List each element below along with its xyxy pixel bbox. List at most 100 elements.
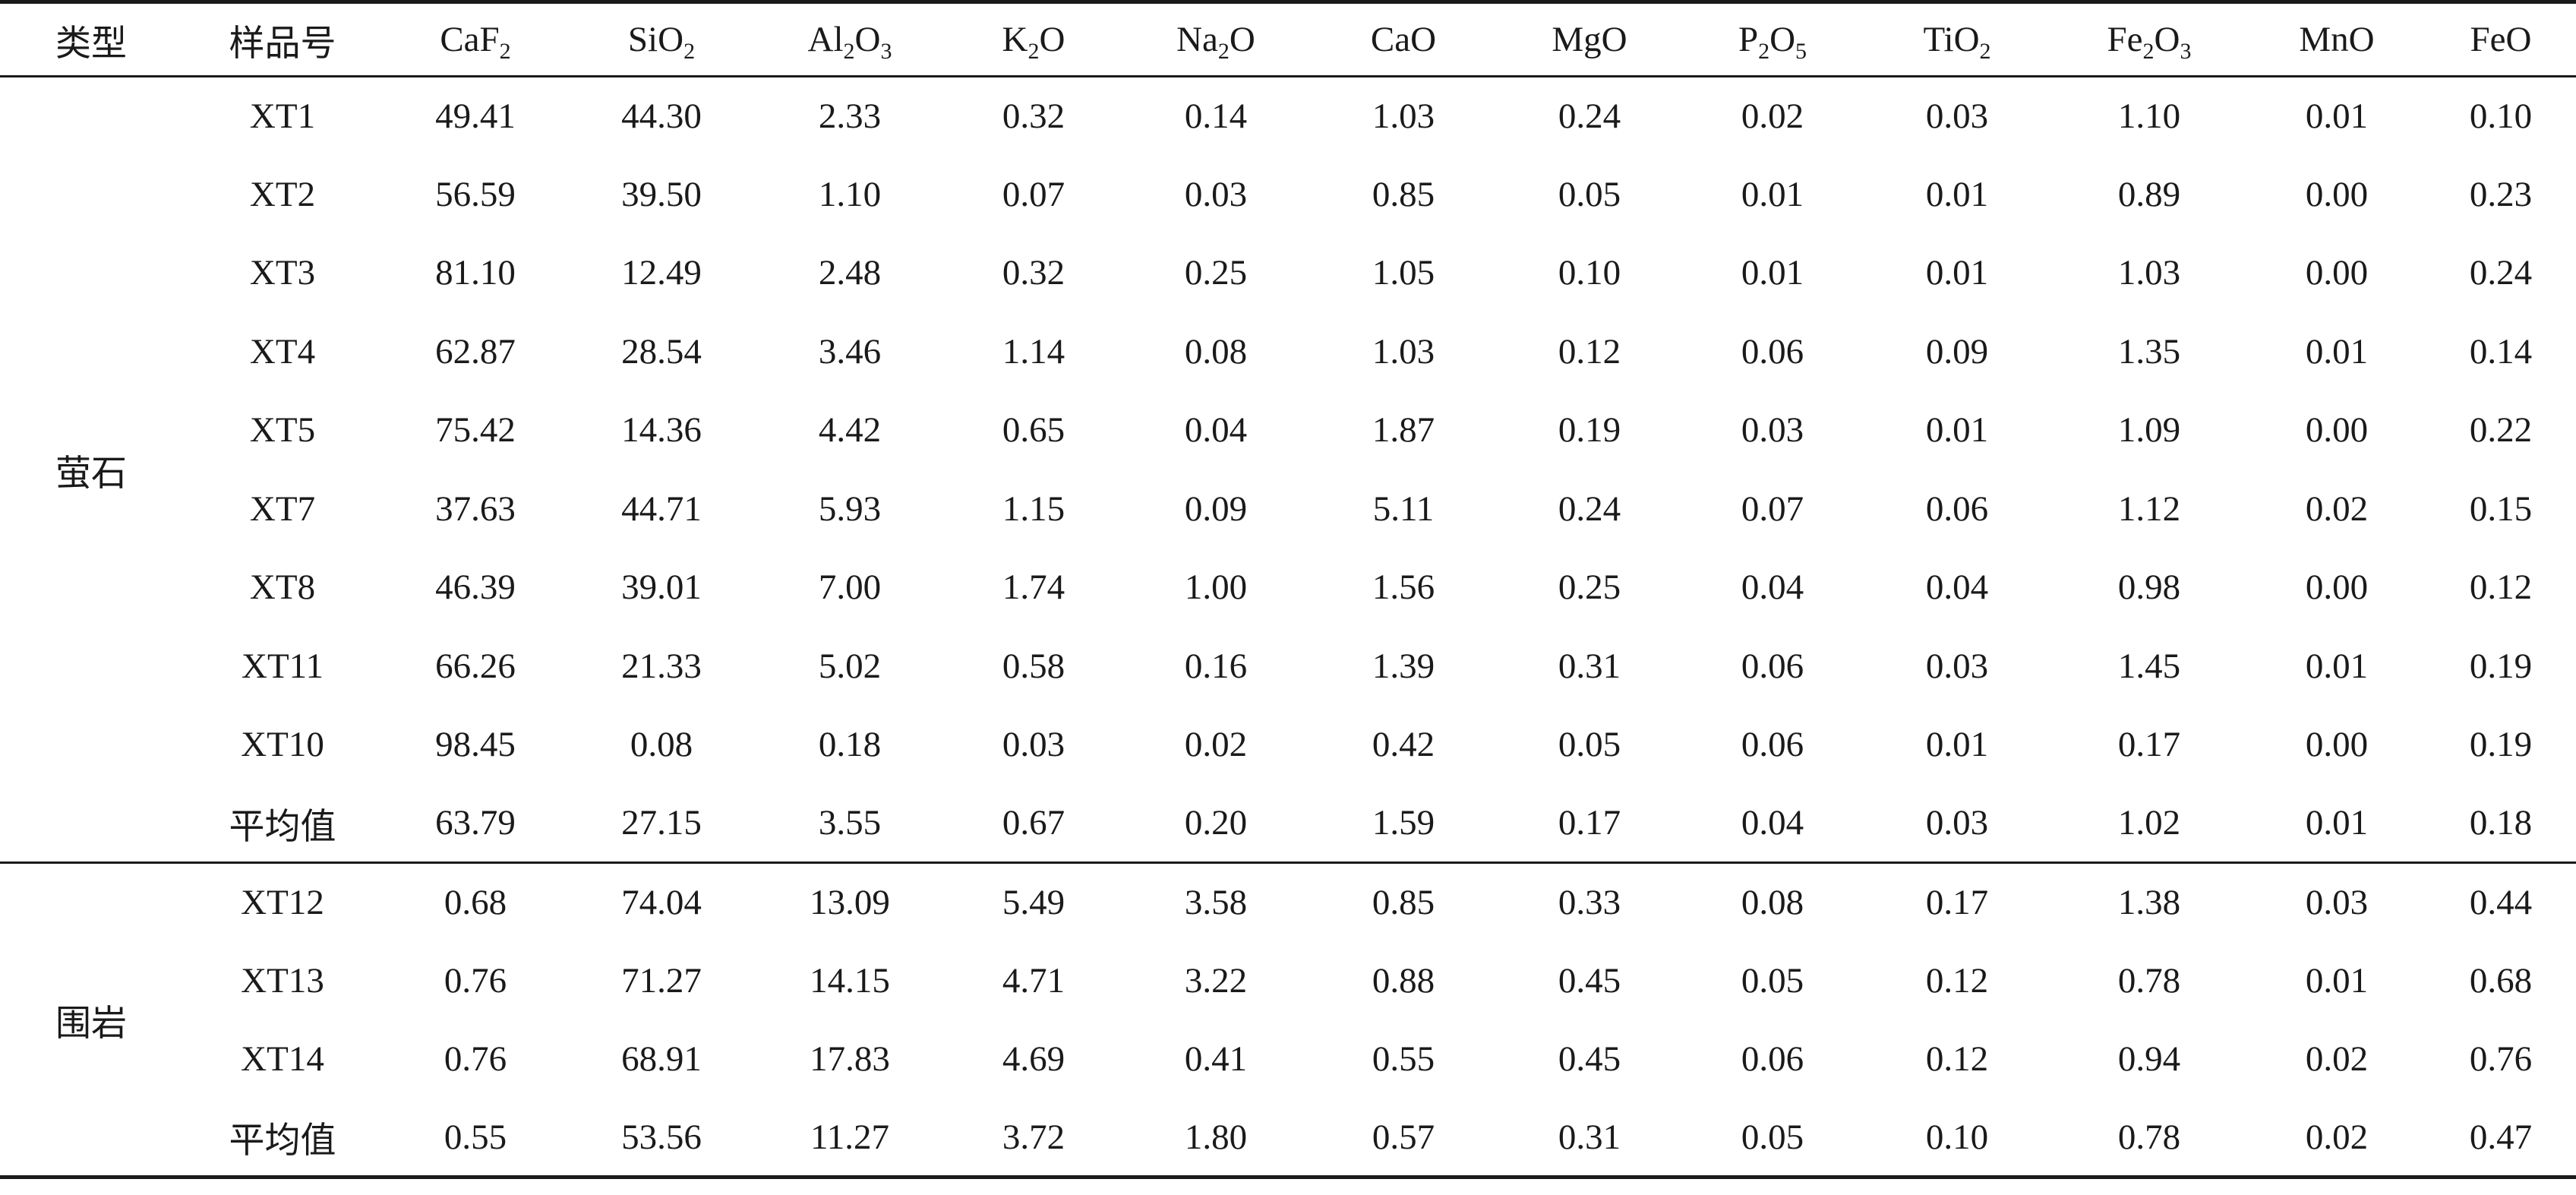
value-cell: 39.01: [621, 567, 702, 608]
value-cell: 75.42: [435, 410, 516, 450]
value-cell: 0.55: [1372, 1039, 1435, 1080]
value-cell: 0.78: [2050, 1099, 2248, 1179]
value-cell: 81.10: [435, 253, 516, 293]
value-cell: 7.00: [818, 567, 882, 608]
sample-cell: 平均值: [182, 784, 383, 864]
value-cell: 5.02: [818, 646, 882, 686]
oxide-subscript: 2: [1979, 39, 1991, 64]
header-oxide: Fe2O3: [2050, 0, 2248, 77]
value-cell: 0.42: [1372, 725, 1435, 765]
value-cell: 0.76: [444, 1039, 507, 1080]
value-cell: 0.14: [1184, 96, 1248, 136]
value-cell: 0.09: [1184, 488, 1248, 529]
oxide-subscript: 2: [1758, 39, 1770, 64]
value-cell: 28.54: [621, 331, 702, 371]
header-oxide: P2O5: [1681, 0, 1864, 77]
oxide-tail: O: [854, 20, 881, 59]
value-cell: 0.05: [1741, 960, 1804, 1001]
value-cell: 0.03: [1925, 96, 1989, 136]
value-cell: 0.88: [1372, 960, 1435, 1001]
value-cell: 0.65: [1002, 410, 1065, 450]
header-oxide: TiO2: [1864, 0, 2050, 77]
oxide-subscript: 2: [499, 39, 511, 64]
header-oxide: CaF2: [383, 0, 568, 77]
value-cell: 0.04: [1925, 567, 1989, 608]
value-cell: 0.55: [383, 1099, 568, 1179]
sample-cell: XT8: [249, 567, 316, 608]
value-cell: 3.55: [755, 784, 945, 864]
value-cell: 0.05: [1681, 1099, 1864, 1179]
value-cell: 0.23: [2469, 174, 2533, 214]
sample-cell: 平均值: [182, 1099, 383, 1179]
table-row: XT13 0.76 71.27 14.15 4.71 3.22 0.88 0.45 0.05 0.…: [0, 941, 2576, 1020]
header-sample: 样品号: [182, 0, 383, 77]
value-cell: 0.25: [1184, 253, 1248, 293]
value-cell: 14.36: [621, 410, 702, 450]
value-cell: 1.03: [1372, 331, 1435, 371]
value-cell: 0.22: [2469, 410, 2533, 450]
value-cell: 0.06: [1741, 1039, 1804, 1080]
table-row: XT11 66.26 21.33 5.02 0.58 0.16 1.39 0.31 0.06 0.…: [0, 627, 2576, 706]
value-cell: 14.15: [810, 960, 890, 1001]
value-cell: 0.58: [1002, 646, 1065, 686]
value-cell: 0.68: [2469, 960, 2533, 1001]
value-cell: 0.33: [1558, 883, 1621, 922]
value-cell: 0.03: [1925, 646, 1989, 686]
oxide-base: MgO: [1552, 20, 1627, 59]
value-cell: 0.94: [2117, 1039, 2181, 1080]
value-cell: 0.00: [2305, 253, 2369, 293]
value-cell: 0.24: [1558, 96, 1621, 136]
table-row: XT5 75.42 14.36 4.42 0.65 0.04 1.87 0.19 0.03 0.0…: [0, 391, 2576, 470]
sample-cell: XT4: [249, 331, 316, 371]
value-cell: 0.08: [1741, 883, 1804, 922]
value-cell: 0.17: [1925, 883, 1989, 922]
value-cell: 0.00: [2305, 174, 2369, 214]
value-cell: 0.02: [2305, 488, 2369, 529]
table-row: XT7 37.63 44.71 5.93 1.15 0.09 5.11 0.24 0.07 0.0…: [0, 469, 2576, 548]
value-cell: 0.24: [2469, 253, 2533, 293]
value-cell: 3.72: [945, 1099, 1122, 1179]
sample-cell: XT7: [249, 488, 316, 529]
value-cell: 98.45: [435, 725, 516, 765]
value-cell: 0.17: [2117, 725, 2181, 765]
value-cell: 0.32: [1002, 96, 1065, 136]
value-cell: 11.27: [755, 1099, 945, 1179]
value-cell: 2.48: [818, 253, 882, 293]
value-cell: 44.30: [621, 96, 702, 136]
value-cell: 0.89: [2117, 174, 2181, 214]
value-cell: 1.09: [2117, 410, 2181, 450]
value-cell: 0.00: [2305, 567, 2369, 608]
oxide-base: Al: [807, 20, 844, 59]
value-cell: 1.39: [1372, 646, 1435, 686]
value-cell: 49.41: [435, 96, 516, 136]
value-cell: 3.58: [1184, 883, 1248, 922]
value-cell: 39.50: [621, 174, 702, 214]
value-cell: 1.38: [2117, 883, 2181, 922]
value-cell: 0.19: [2469, 725, 2533, 765]
value-cell: 0.85: [1372, 883, 1435, 922]
value-cell: 4.69: [1002, 1039, 1065, 1080]
sample-cell: XT5: [249, 410, 316, 450]
value-cell: 0.01: [1925, 410, 1989, 450]
table-row: 平均值 0.55 53.56 11.27 3.72 1.80 0.57 0.31 0.05 0.1…: [0, 1099, 2576, 1179]
value-cell: 0.31: [1498, 1099, 1681, 1179]
value-cell: 0.32: [1002, 253, 1065, 293]
value-cell: 2.33: [818, 96, 882, 136]
value-cell: 68.91: [621, 1039, 702, 1080]
value-cell: 0.05: [1558, 725, 1621, 765]
value-cell: 0.19: [1558, 410, 1621, 450]
value-cell: 66.26: [435, 646, 516, 686]
value-cell: 1.35: [2117, 331, 2181, 371]
value-cell: 0.04: [1184, 410, 1248, 450]
value-cell: 1.03: [1372, 96, 1435, 136]
value-cell: 0.06: [1741, 331, 1804, 371]
value-cell: 5.49: [1002, 883, 1065, 922]
value-cell: 46.39: [435, 567, 516, 608]
value-cell: 0.18: [2426, 784, 2576, 864]
value-cell: 1.74: [1002, 567, 1065, 608]
value-cell: 0.09: [1925, 331, 1989, 371]
value-cell: 0.00: [2305, 725, 2369, 765]
header-type: 类型: [0, 0, 182, 77]
value-cell: 5.11: [1372, 488, 1435, 529]
sample-cell: XT10: [241, 725, 324, 765]
